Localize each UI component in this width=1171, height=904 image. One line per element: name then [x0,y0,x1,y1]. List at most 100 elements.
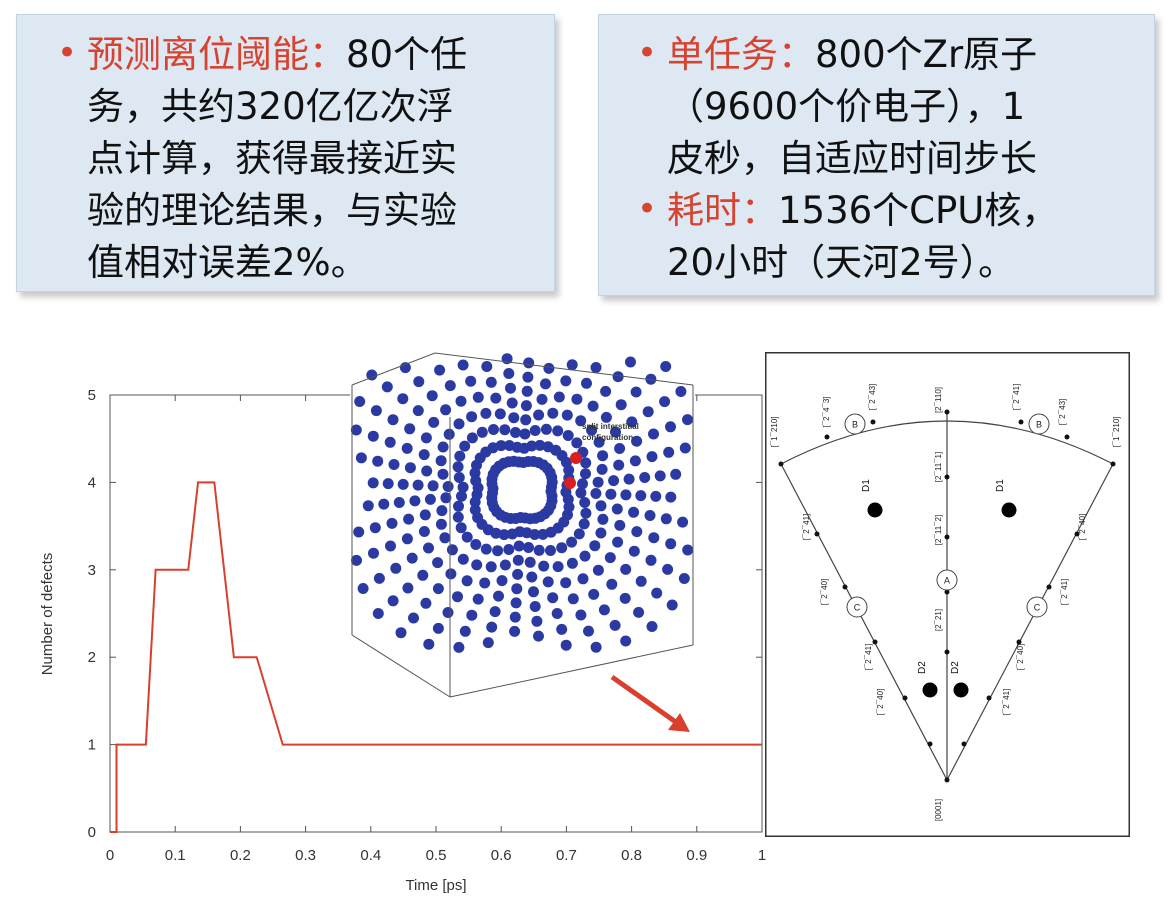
atom [388,459,400,470]
x-tick-label: 0.9 [686,847,707,864]
atom [454,450,466,462]
miller-index-label: [¯2¯40] [1078,514,1087,541]
atom [406,552,418,564]
orientation-point [842,584,848,590]
atom [395,627,407,639]
atom [545,545,556,556]
atom [575,415,587,427]
atom [452,511,464,523]
atom [675,386,687,397]
atom [571,437,583,449]
atom [418,449,430,461]
inset-annotation-1: split interstitial [582,422,639,431]
atom [466,411,478,423]
atom [455,522,467,534]
atom [528,586,539,598]
atom [444,380,456,392]
atom [456,490,467,502]
atom [493,590,504,602]
series-line [110,481,762,833]
miller-index-label: [¯2¯43] [868,384,877,411]
miller-index-label: [2¯110] [934,387,943,413]
atom [590,362,602,373]
atom [642,406,654,418]
atom [372,455,384,467]
atom [645,373,657,385]
atom [529,425,541,436]
atom [471,559,483,571]
defect-point [867,502,883,518]
atom [423,542,434,554]
site-circle [1028,413,1050,435]
atom [631,526,643,538]
atom [485,561,497,573]
atom [540,423,552,435]
atom [633,606,645,618]
y-tick-label: 2 [88,649,96,666]
atom [368,547,379,559]
cube-edges [351,352,694,698]
atom [498,529,510,541]
atom [613,459,625,471]
atom [560,577,572,589]
bullet-icon: • [637,189,658,229]
miller-index-label: [¯2¯41] [1002,689,1011,716]
atom [494,408,506,420]
atom [512,568,524,580]
atom [476,426,488,438]
atom [472,391,484,403]
atom [536,393,548,405]
atom [615,399,627,411]
miller-index-label: [¯2¯41] [802,514,811,541]
orientation-point [870,419,876,425]
atom [543,362,555,374]
atom [367,430,379,442]
atom [631,435,643,447]
atom [533,409,545,421]
atom [499,424,511,436]
atom [424,493,436,505]
atom [409,495,421,507]
atom [580,468,591,480]
atom [610,426,621,438]
atom [453,472,465,483]
atom [645,554,657,566]
right-heading-1: 单任务： [667,33,815,76]
atom [600,411,612,423]
atom [417,569,429,581]
atom [626,416,638,428]
atom [529,601,541,612]
atom [512,554,524,566]
atom [387,414,399,426]
atom [538,560,550,572]
right-item1-line-2: （9600个价电子），1 [667,85,1026,128]
atom [648,532,660,544]
atom [419,509,431,521]
atom [566,557,578,569]
atom [533,630,544,642]
atom [519,428,531,440]
atom [611,503,623,515]
atom [646,621,658,632]
defect-label: D1 [995,479,1006,492]
atom [679,442,691,454]
atom [597,450,609,462]
atom [563,464,575,476]
orientation-point [872,639,878,645]
right-item2-line-2: 20小时（天河2号）。 [667,241,1016,284]
atom [629,455,641,467]
y-tick-label: 3 [88,562,96,579]
atom [592,564,604,576]
atom [482,637,494,649]
atom [552,561,564,573]
right-info-box: • 单任务：800个Zr原子 （9600个价电子），1 皮秒，自适应时间步长 • 耗… [598,14,1155,296]
atom [367,477,379,489]
site-circle [936,569,958,591]
atom [580,507,592,519]
atom [556,542,568,554]
atom [598,604,610,616]
atom [628,506,640,518]
atom [445,568,457,580]
atom [350,424,362,436]
pointer-arrow [610,674,682,728]
